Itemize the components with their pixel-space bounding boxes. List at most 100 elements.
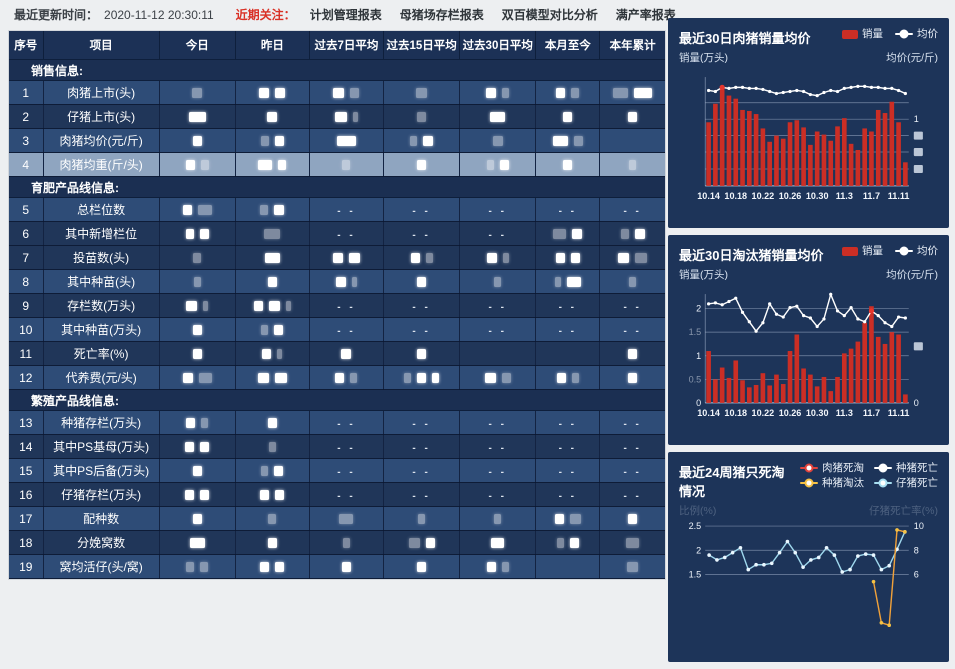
- legend-item[interactable]: 种猪淘汰: [800, 476, 864, 490]
- redacted-value: [486, 160, 494, 171]
- table-row[interactable]: 11 死亡率(%): [9, 341, 665, 366]
- data-cell: [235, 458, 310, 483]
- row-index: 12: [9, 365, 44, 390]
- svg-text:2: 2: [696, 545, 701, 555]
- legend-item[interactable]: 肉猪死淘: [800, 461, 864, 475]
- redacted-value: [499, 160, 509, 171]
- data-cell: [535, 341, 601, 366]
- data-cell: [235, 104, 310, 129]
- redacted-value: [275, 490, 285, 501]
- empty-value: - -: [558, 205, 578, 217]
- redacted-value: [274, 325, 284, 336]
- redacted-value: [267, 538, 277, 549]
- row-index: 18: [9, 530, 44, 555]
- redacted-value: [274, 373, 287, 384]
- table-row[interactable]: 17 配种数: [9, 506, 665, 531]
- charts-panel: 最近30日肉猪销量均价 销量 均价 销量(万头) 均价(元/斤) 10.14 10.…: [668, 18, 949, 669]
- empty-value: - -: [623, 490, 642, 502]
- svg-text:2: 2: [696, 304, 701, 314]
- table-row[interactable]: 3 肉猪均价(元/斤): [9, 128, 665, 153]
- data-cell: [535, 365, 601, 390]
- data-cell: - -: [383, 317, 461, 342]
- legend-label: 均价: [917, 28, 938, 40]
- svg-text:11.7: 11.7: [863, 191, 880, 201]
- table-row[interactable]: 13 种猪存栏(万头) - - - - - - - - - -: [9, 410, 665, 435]
- table-row[interactable]: 2 仔猪上市(头): [9, 104, 665, 129]
- row-item-label: 肉猪均价(元/斤): [43, 128, 160, 153]
- data-cell: - -: [309, 458, 385, 483]
- table-row[interactable]: 6 其中新增栏位 - - - - - -: [9, 221, 665, 246]
- table-row[interactable]: 8 其中种苗(头): [9, 269, 665, 294]
- data-cell: [159, 128, 236, 153]
- redacted-value: [201, 418, 209, 429]
- chart-card-cull-sales: 最近30日淘汰猪销量均价 销量 均价 销量(万头) 均价(元/斤) 10.14 10…: [668, 235, 949, 445]
- redacted-value: [185, 490, 195, 501]
- legend-item[interactable]: 均价: [895, 244, 938, 258]
- redacted-value: [410, 253, 420, 264]
- row-index: 5: [9, 197, 44, 222]
- data-cell: - -: [459, 410, 537, 435]
- table-row[interactable]: 19 窝均活仔(头/窝): [9, 554, 665, 579]
- legend-line-marker: [874, 463, 892, 473]
- data-cell: - -: [383, 482, 461, 507]
- data-cell: [599, 152, 665, 177]
- redacted-value: [501, 373, 511, 384]
- redacted-value: [200, 160, 209, 171]
- data-cell: [535, 80, 601, 105]
- empty-value: - -: [412, 229, 431, 241]
- legend-item[interactable]: 种猪死亡: [874, 461, 938, 475]
- table-row[interactable]: 7 投苗数(头): [9, 245, 665, 270]
- svg-text:10.18: 10.18: [724, 191, 747, 201]
- topbar-menu-item[interactable]: 计划管理报表: [309, 8, 382, 22]
- legend-line-marker: [800, 463, 818, 473]
- axis-label-right: 仔猪死亡率(%): [869, 505, 938, 517]
- empty-value: - -: [558, 442, 578, 454]
- data-cell: [383, 269, 461, 294]
- redacted-value: [335, 373, 345, 384]
- data-cell: [535, 269, 601, 294]
- table-row[interactable]: 18 分娩窝数: [9, 530, 665, 555]
- chart-title: 最近30日淘汰猪销量均价: [679, 248, 824, 263]
- redacted-value: [556, 538, 564, 549]
- redacted-value: [264, 229, 281, 240]
- data-cell: - -: [459, 482, 537, 507]
- legend-item[interactable]: 均价: [895, 27, 938, 41]
- table-row[interactable]: 15 其中PS后备(万头) - - - - - - - - - -: [9, 458, 665, 483]
- redacted-value: [501, 562, 509, 573]
- topbar-menu-item[interactable]: 满产率报表: [615, 8, 676, 22]
- svg-text:10.22: 10.22: [752, 191, 775, 201]
- redacted-value: [486, 562, 496, 573]
- axis-label-left: 销量(万头): [679, 52, 728, 64]
- column-header: 本月至今: [535, 31, 601, 60]
- redacted-value: [626, 538, 640, 549]
- data-cell: [309, 554, 385, 579]
- data-cell: [599, 80, 665, 105]
- topbar: 最近更新时间： 2020-11-12 20:30:11 近期关注： 计划管理报表…: [14, 0, 676, 29]
- legend-label: 仔猪死亡: [896, 477, 938, 489]
- table-row[interactable]: 12 代养费(元/头): [9, 365, 665, 390]
- legend-item[interactable]: 仔猪死亡: [874, 476, 938, 490]
- table-row[interactable]: 10 其中种苗(万头) - - - - - - - - - -: [9, 317, 665, 342]
- topbar-menu-item[interactable]: 母猪场存栏报表: [399, 8, 484, 22]
- table-row[interactable]: 1 肉猪上市(头): [9, 80, 665, 105]
- legend-item[interactable]: 销量: [842, 244, 883, 258]
- table-row[interactable]: 16 仔猪存栏(万头) - - - - - - - - - -: [9, 482, 665, 507]
- row-index: 16: [9, 482, 44, 507]
- table-row[interactable]: 14 其中PS基母(万头) - - - - - - - - - -: [9, 434, 665, 459]
- redacted-value: [185, 229, 194, 240]
- data-cell: [599, 530, 665, 555]
- empty-value: - -: [558, 490, 578, 502]
- empty-value: - -: [337, 418, 356, 430]
- table-row[interactable]: 4 肉猪均重(斤/头): [9, 152, 665, 177]
- legend-item[interactable]: 销量: [842, 27, 883, 41]
- redacted-value: [274, 466, 284, 477]
- redacted-value: [334, 112, 347, 123]
- table-row[interactable]: 5 总栏位数 - - - - - - - - - -: [9, 197, 665, 222]
- chart-title: 最近30日肉猪销量均价: [679, 31, 811, 46]
- table-row[interactable]: 9 存栏数(万头) - - - - - - - - - -: [9, 293, 665, 318]
- data-cell: [599, 245, 665, 270]
- legend-line-marker: [895, 246, 913, 256]
- data-cell: [309, 152, 385, 177]
- redacted-value: [261, 325, 269, 336]
- topbar-menu-item[interactable]: 双百模型对比分析: [501, 8, 598, 22]
